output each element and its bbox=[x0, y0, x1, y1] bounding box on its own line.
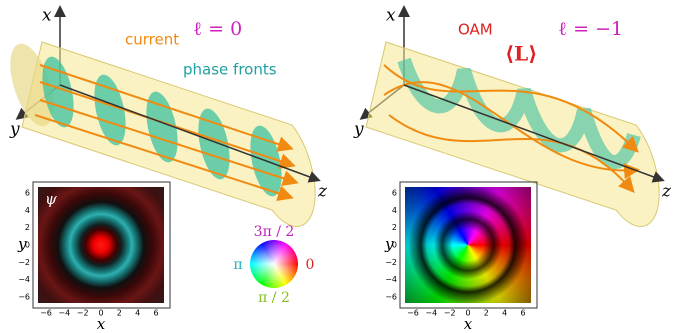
y-tick-label: 2 bbox=[392, 223, 397, 232]
annotation: OAM bbox=[458, 21, 493, 39]
wheel-label: π / 2 bbox=[258, 290, 290, 306]
x-tick-label: −6 bbox=[407, 309, 419, 318]
x-tick-label: 2 bbox=[484, 309, 489, 318]
y-tick-label: −6 bbox=[385, 293, 397, 302]
y-tick-label: 0 bbox=[25, 241, 30, 250]
wheel-label: 0 bbox=[306, 257, 315, 273]
x-tick-label: 2 bbox=[117, 309, 122, 318]
annotation: ⟨L⟩ bbox=[505, 42, 537, 66]
x-tick-label: −4 bbox=[58, 309, 70, 318]
diagram: x y z current ℓ = 0 phase fronts x y z O… bbox=[0, 0, 677, 333]
y-tick-label: 6 bbox=[25, 189, 30, 198]
x-tick-label: −4 bbox=[425, 309, 437, 318]
inset-frame bbox=[400, 182, 537, 308]
wheel-label: π bbox=[233, 257, 242, 273]
axis-label: x bbox=[464, 315, 473, 333]
y-tick-label: −2 bbox=[385, 258, 397, 267]
y-tick-label: −6 bbox=[18, 293, 30, 302]
annotation: phase fronts bbox=[183, 61, 277, 79]
y-tick-label: 4 bbox=[25, 206, 30, 215]
axis-label: y bbox=[9, 120, 20, 140]
axis-label: z bbox=[661, 182, 672, 202]
x-tick-label: 6 bbox=[153, 309, 158, 318]
y-tick-label: −4 bbox=[18, 275, 30, 284]
y-tick-label: 2 bbox=[25, 223, 30, 232]
wheel-label: 3π / 2 bbox=[254, 224, 295, 240]
axis-label: y bbox=[353, 120, 364, 140]
axis-label: z bbox=[317, 182, 328, 202]
axis-label: x bbox=[386, 6, 396, 26]
y-tick-label: −2 bbox=[18, 258, 30, 267]
x-tick-label: 0 bbox=[98, 309, 103, 318]
y-tick-label: 6 bbox=[392, 189, 397, 198]
axis-label: x bbox=[97, 315, 106, 333]
x-tick-label: 0 bbox=[465, 309, 470, 318]
y-tick-label: 4 bbox=[392, 206, 397, 215]
x-tick-label: 6 bbox=[520, 309, 525, 318]
x-tick-label: 4 bbox=[502, 309, 507, 318]
annotation: current bbox=[125, 31, 179, 49]
x-tick-label: −2 bbox=[77, 309, 89, 318]
x-tick-label: 4 bbox=[135, 309, 140, 318]
annotation: ℓ = −1 bbox=[558, 18, 623, 40]
y-tick-label: −4 bbox=[385, 275, 397, 284]
x-tick-label: −6 bbox=[40, 309, 52, 318]
axis-label: x bbox=[42, 6, 52, 26]
y-tick-label: 0 bbox=[392, 241, 397, 250]
page: x y z current ℓ = 0 phase fronts x y z O… bbox=[0, 0, 677, 333]
inset-symbol: ψ bbox=[45, 190, 57, 208]
x-tick-label: −2 bbox=[444, 309, 456, 318]
annotation: ℓ = 0 bbox=[193, 18, 242, 40]
